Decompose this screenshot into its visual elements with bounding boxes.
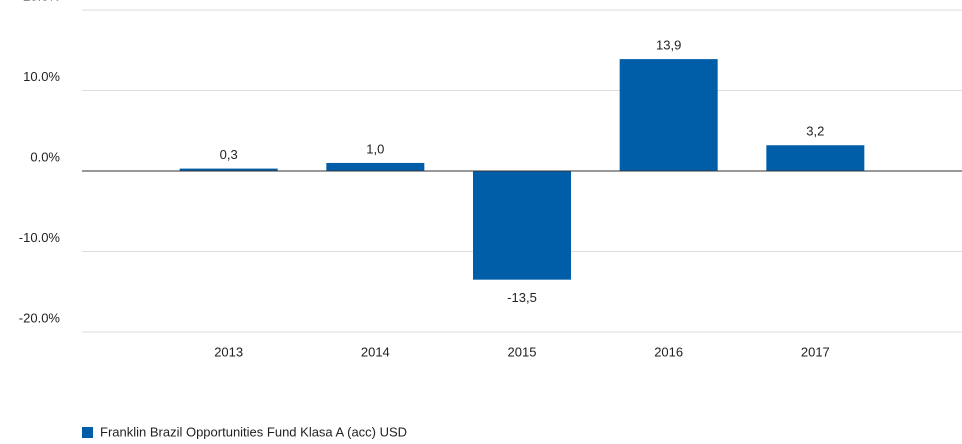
bar — [766, 145, 865, 171]
x-tick-label: 2014 — [361, 344, 390, 359]
x-tick-label: 2017 — [801, 344, 830, 359]
x-tick-label: 2015 — [508, 344, 537, 359]
data-label: 1,0 — [366, 141, 384, 156]
y-tick-label: -20.0% — [19, 310, 61, 325]
bar — [473, 171, 571, 280]
x-tick-label: 2013 — [214, 344, 243, 359]
y-tick-label: -10.0% — [19, 230, 61, 245]
bar — [619, 59, 718, 172]
data-label: 13,9 — [656, 38, 681, 53]
legend-label: Franklin Brazil Opportunities Fund Klasa… — [100, 424, 407, 439]
y-tick-label: 0.0% — [30, 149, 60, 164]
legend-swatch — [82, 427, 93, 438]
y-tick-label: 20.0% — [23, 0, 60, 3]
bar — [326, 162, 425, 171]
data-label: 0,3 — [220, 147, 238, 162]
data-label: -13,5 — [507, 290, 537, 305]
x-tick-label: 2016 — [654, 344, 683, 359]
data-label: 3,2 — [806, 124, 824, 139]
y-tick-label: 10.0% — [23, 69, 60, 84]
bar — [179, 168, 278, 171]
